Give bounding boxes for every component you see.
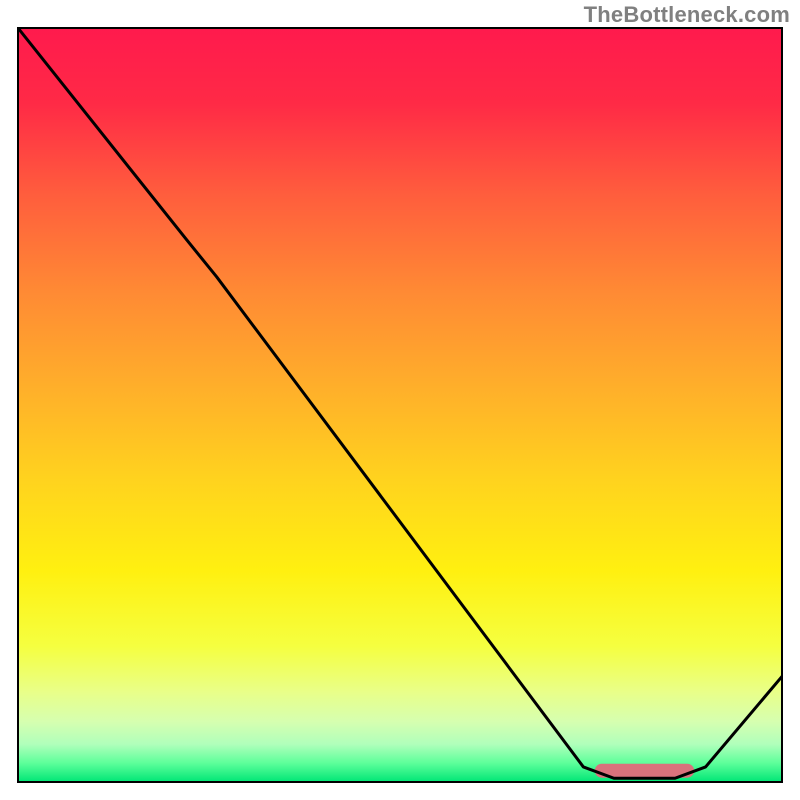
watermark-text: TheBottleneck.com [584, 2, 790, 28]
plot-background [18, 28, 782, 782]
chart-container: TheBottleneck.com [0, 0, 800, 800]
bottleneck-chart [0, 0, 800, 800]
